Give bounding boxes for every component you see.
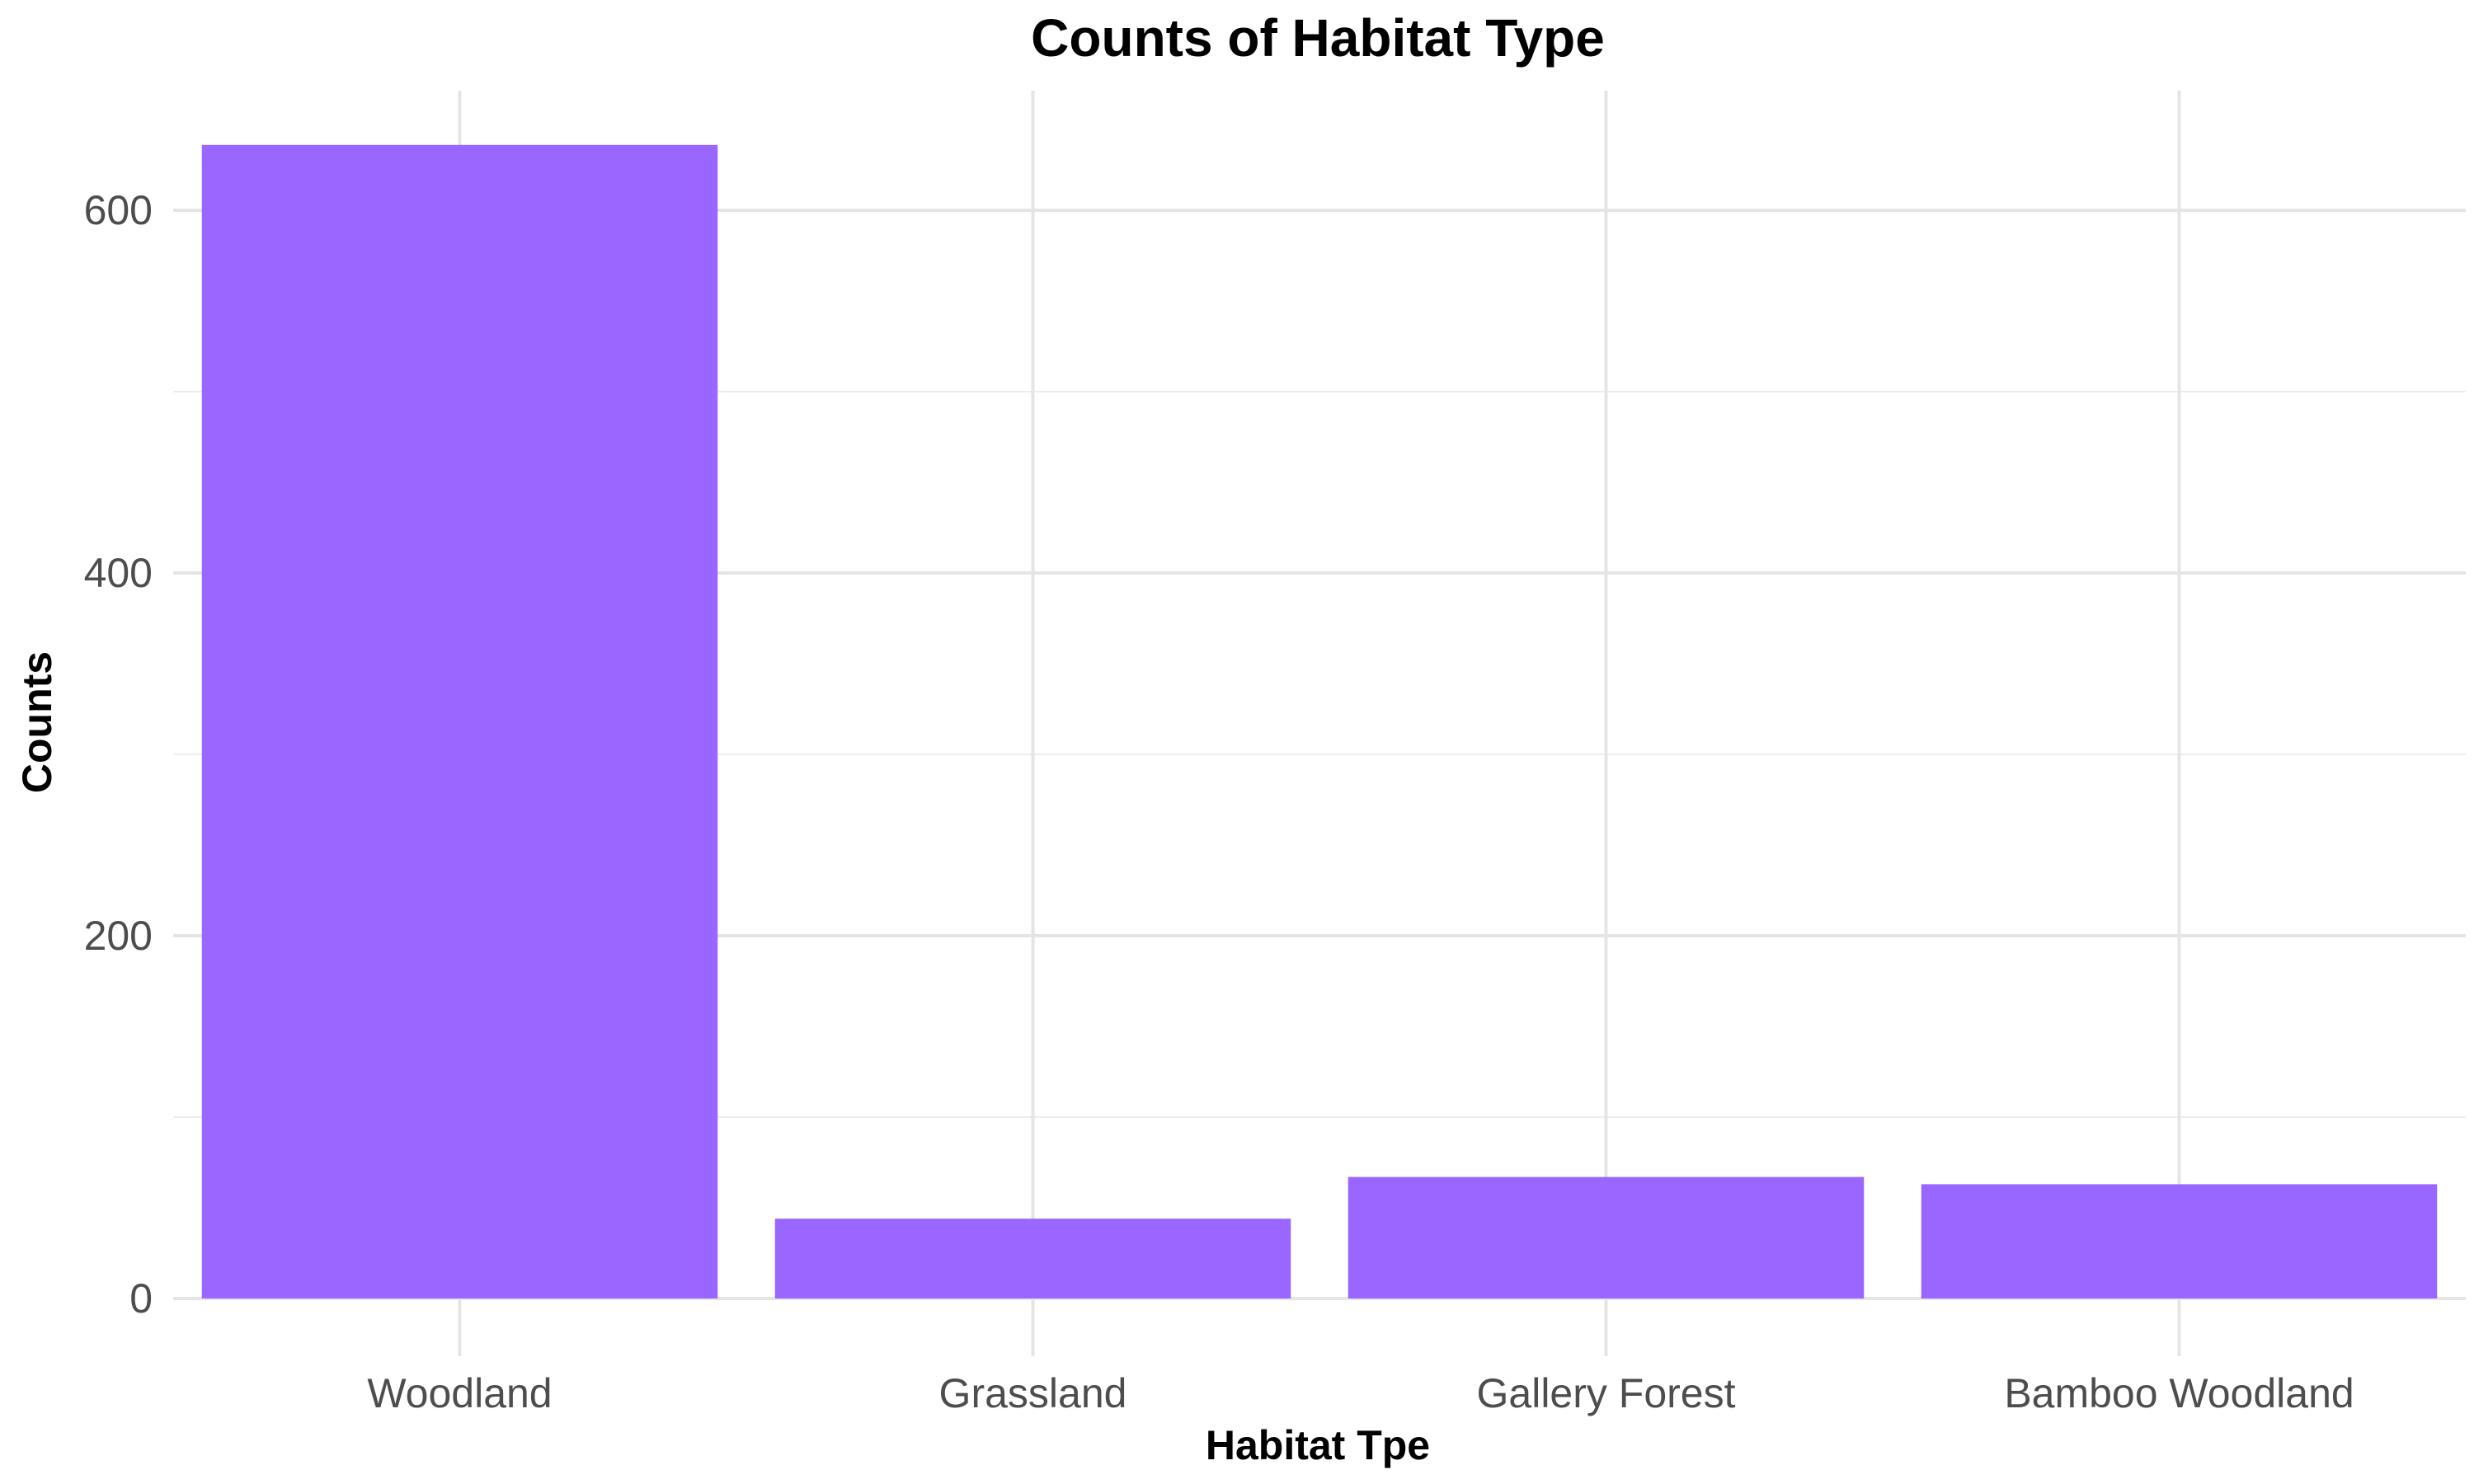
x-tick-label: Grassland [939,1370,1127,1416]
bar [1921,1184,2438,1298]
bar [201,144,718,1298]
chart-title: Counts of Habitat Type [1031,8,1605,68]
y-tick-label: 400 [84,550,153,596]
y-axis-title: Counts [14,651,60,793]
bar [774,1219,1291,1298]
bar [1348,1176,1865,1298]
y-axis-tick-labels: 0 200 400 600 [84,187,153,1322]
x-tick-label: Woodland [367,1370,552,1416]
x-axis-title: Habitat Tpe [1206,1422,1430,1468]
x-tick-label: Gallery Forest [1477,1370,1736,1416]
y-tick-label: 600 [84,187,153,233]
bars [201,144,2438,1298]
x-tick-label: Bamboo Woodland [2004,1370,2354,1416]
y-tick-label: 0 [129,1275,153,1322]
y-tick-label: 200 [84,913,153,959]
x-axis-tick-labels: Woodland Grassland Gallery Forest Bamboo Wo… [367,1370,2354,1416]
